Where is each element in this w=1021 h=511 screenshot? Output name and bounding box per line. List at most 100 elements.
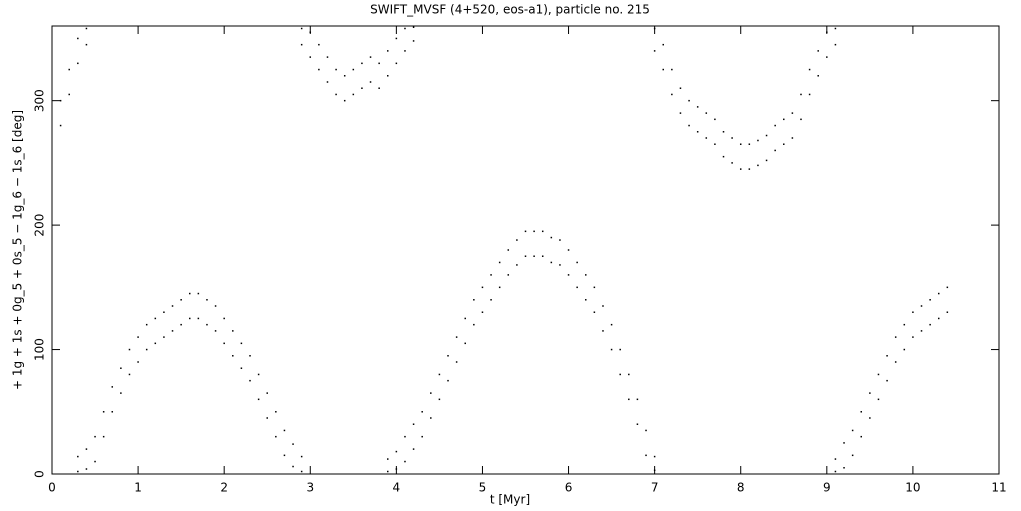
point — [516, 239, 518, 241]
point — [912, 311, 914, 313]
point — [533, 255, 535, 257]
point — [903, 348, 906, 351]
point — [395, 450, 398, 453]
point — [430, 392, 432, 394]
point — [722, 155, 725, 158]
point — [404, 460, 406, 463]
point — [869, 417, 871, 419]
point — [705, 112, 708, 114]
y-tick-label: 300 — [33, 89, 47, 112]
point — [300, 27, 303, 30]
point — [145, 348, 148, 351]
point — [843, 442, 845, 444]
point — [180, 323, 182, 326]
x-tick-label: 1 — [134, 481, 142, 495]
point — [671, 68, 673, 71]
point — [438, 373, 441, 376]
point — [473, 323, 475, 326]
x-tick-label: 11 — [991, 481, 1006, 495]
point — [214, 330, 217, 332]
point — [757, 164, 759, 167]
point — [576, 261, 578, 264]
point — [180, 299, 182, 301]
point — [877, 398, 880, 401]
point — [223, 342, 225, 345]
point — [481, 286, 484, 289]
point — [834, 43, 837, 46]
x-tick-label: 3 — [306, 481, 314, 495]
point — [748, 143, 751, 145]
point — [128, 373, 131, 376]
point — [197, 292, 200, 295]
point — [774, 124, 776, 127]
x-tick-label: 10 — [905, 481, 920, 495]
point — [206, 323, 208, 326]
point — [567, 249, 570, 251]
x-axis-label: t [Myr] — [490, 493, 530, 507]
point — [188, 317, 191, 320]
point — [894, 336, 897, 338]
plot-frame — [51, 25, 1000, 475]
x-tick-label: 8 — [737, 481, 745, 495]
point — [903, 323, 906, 326]
point — [309, 56, 312, 58]
x-tick-label: 6 — [565, 481, 573, 495]
point — [412, 448, 415, 450]
y-tick-label: 100 — [33, 338, 47, 361]
point — [929, 299, 931, 301]
point — [765, 159, 768, 162]
point — [395, 37, 398, 40]
point — [834, 470, 837, 473]
point — [206, 299, 208, 301]
point — [455, 336, 458, 338]
point — [920, 330, 923, 332]
point — [843, 467, 845, 469]
point — [533, 230, 535, 233]
point — [757, 139, 759, 142]
point — [404, 27, 406, 30]
point — [473, 299, 475, 301]
point — [791, 112, 794, 114]
point — [68, 93, 70, 96]
point — [352, 93, 355, 96]
point — [85, 468, 88, 470]
point — [731, 162, 733, 164]
point — [800, 93, 802, 96]
point — [593, 286, 596, 289]
point — [343, 75, 346, 77]
point — [275, 411, 277, 413]
point — [171, 330, 174, 332]
point — [826, 56, 828, 58]
point — [524, 255, 527, 257]
point — [826, 31, 828, 33]
point — [94, 435, 96, 438]
point — [387, 470, 389, 473]
point — [722, 131, 725, 133]
point — [550, 236, 553, 239]
x-tick-label: 5 — [479, 481, 487, 495]
point — [498, 286, 501, 289]
point — [653, 469, 656, 472]
point — [128, 348, 131, 351]
point — [696, 131, 699, 133]
point — [447, 379, 449, 382]
point — [120, 367, 122, 369]
point — [559, 239, 561, 241]
x-tick-label: 9 — [823, 481, 831, 495]
point — [154, 317, 157, 320]
y-tick-label: 200 — [33, 214, 47, 237]
point — [783, 118, 785, 121]
point — [249, 379, 251, 382]
point — [610, 348, 613, 351]
point — [361, 87, 363, 89]
point — [653, 27, 656, 30]
point — [705, 137, 708, 139]
point — [894, 361, 897, 363]
point — [920, 305, 923, 307]
point — [619, 348, 621, 351]
point — [937, 292, 940, 295]
point — [671, 93, 673, 96]
point — [111, 411, 114, 413]
point — [559, 264, 561, 266]
point — [653, 50, 656, 52]
